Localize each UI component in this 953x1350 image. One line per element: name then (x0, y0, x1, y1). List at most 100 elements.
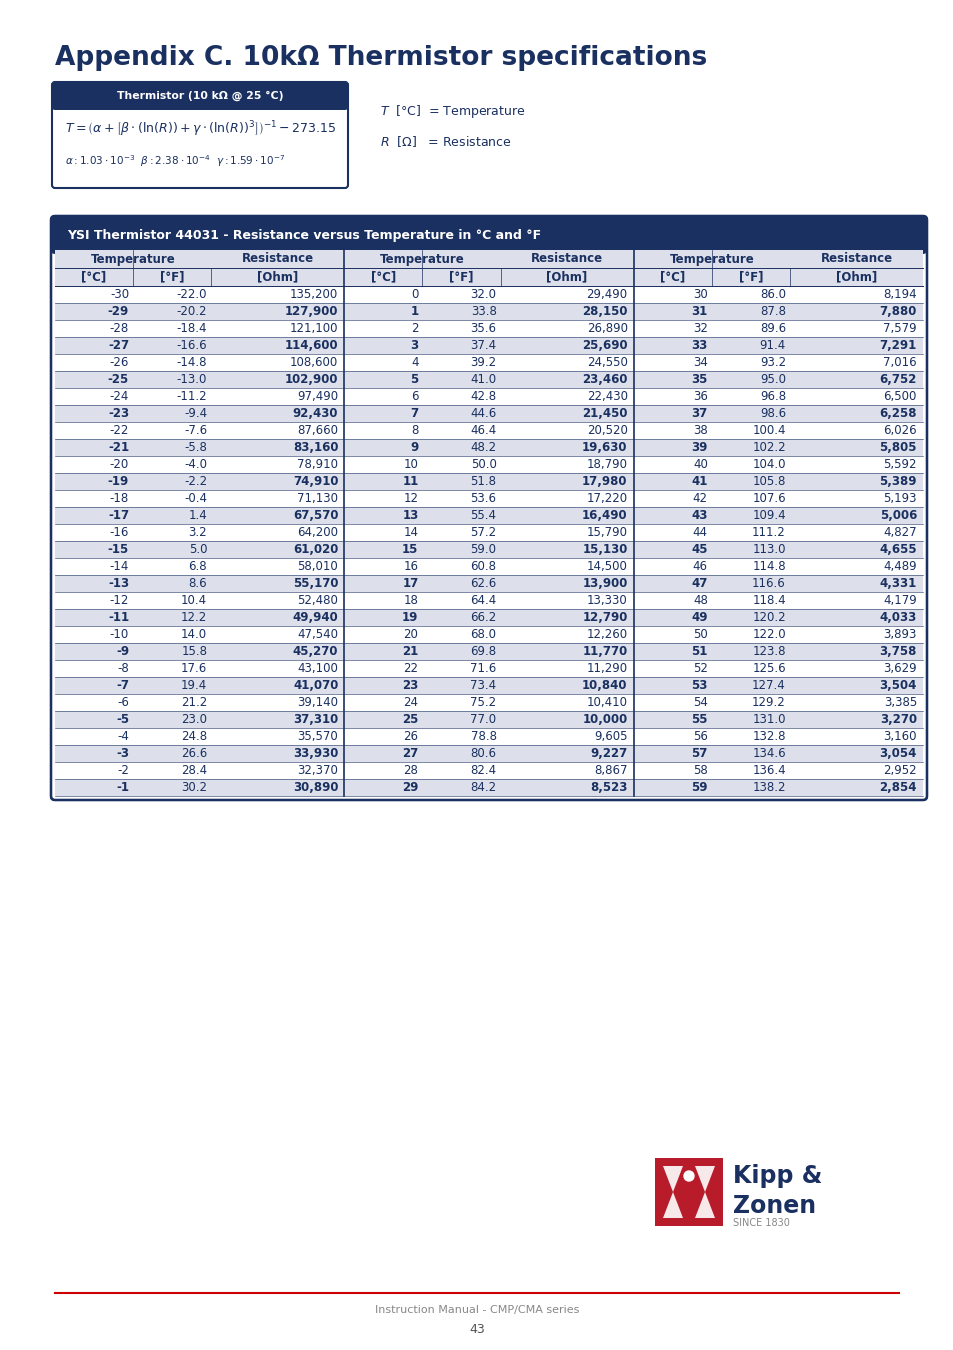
Text: 23,460: 23,460 (581, 373, 627, 386)
Text: 20: 20 (403, 628, 418, 641)
Text: 3,270: 3,270 (879, 713, 916, 726)
Text: 53: 53 (691, 679, 707, 693)
Text: 5,592: 5,592 (882, 458, 916, 471)
Text: 5.0: 5.0 (189, 543, 207, 556)
FancyBboxPatch shape (51, 216, 926, 801)
Text: 21: 21 (402, 645, 418, 657)
Text: 32,370: 32,370 (297, 764, 338, 778)
Text: 55: 55 (691, 713, 707, 726)
Text: -13: -13 (108, 576, 129, 590)
Text: 111.2: 111.2 (751, 526, 785, 539)
Text: 114.8: 114.8 (752, 560, 785, 572)
Text: 120.2: 120.2 (752, 612, 785, 624)
Text: 33.8: 33.8 (470, 305, 497, 319)
Text: 32.0: 32.0 (470, 288, 497, 301)
Text: 31: 31 (691, 305, 707, 319)
Text: 32: 32 (692, 323, 707, 335)
Text: 7,880: 7,880 (879, 305, 916, 319)
Text: 42.8: 42.8 (470, 390, 497, 404)
Text: $R$  [$\Omega$]   = Resistance: $R$ [$\Omega$] = Resistance (379, 135, 511, 150)
Text: 40: 40 (692, 458, 707, 471)
Text: 91.4: 91.4 (759, 339, 785, 352)
Bar (55, 660, 923, 676)
Text: -18: -18 (110, 491, 129, 505)
Text: 48: 48 (692, 594, 707, 608)
Text: -5: -5 (116, 713, 129, 726)
Text: 9,227: 9,227 (590, 747, 627, 760)
Text: 19: 19 (401, 612, 418, 624)
Text: 5,389: 5,389 (879, 475, 916, 487)
Text: Thermistor (10 kΩ @ 25 °C): Thermistor (10 kΩ @ 25 °C) (116, 90, 283, 101)
Text: 78,910: 78,910 (297, 458, 338, 471)
Bar (55, 302, 923, 320)
Text: 78.8: 78.8 (470, 730, 497, 742)
Text: 4,489: 4,489 (882, 560, 916, 572)
Text: 8,867: 8,867 (594, 764, 627, 778)
Text: 6,258: 6,258 (879, 406, 916, 420)
Text: 11: 11 (402, 475, 418, 487)
Text: 80.6: 80.6 (470, 747, 497, 760)
Text: 24: 24 (403, 697, 418, 709)
Text: 35,570: 35,570 (297, 730, 338, 742)
Text: 45,270: 45,270 (293, 645, 338, 657)
Text: 57.2: 57.2 (470, 526, 497, 539)
Text: -17: -17 (108, 509, 129, 522)
Text: 21,450: 21,450 (581, 406, 627, 420)
Text: 30: 30 (692, 288, 707, 301)
Text: 96.8: 96.8 (759, 390, 785, 404)
Text: Appendix C. 10kΩ Thermistor specifications: Appendix C. 10kΩ Thermistor specificatio… (55, 45, 706, 72)
Text: 56: 56 (692, 730, 707, 742)
Text: 69.8: 69.8 (470, 645, 497, 657)
Text: 136.4: 136.4 (752, 764, 785, 778)
Text: 122.0: 122.0 (752, 628, 785, 641)
Polygon shape (662, 1166, 682, 1218)
Text: 51: 51 (691, 645, 707, 657)
Text: 92,430: 92,430 (293, 406, 338, 420)
Text: 118.4: 118.4 (752, 594, 785, 608)
Text: 54: 54 (692, 697, 707, 709)
Text: 35: 35 (691, 373, 707, 386)
Bar (55, 761, 923, 779)
Text: 5,193: 5,193 (882, 491, 916, 505)
Text: [Ohm]: [Ohm] (546, 270, 587, 284)
Text: 67,570: 67,570 (293, 509, 338, 522)
Text: 71.6: 71.6 (470, 662, 497, 675)
Text: 18: 18 (403, 594, 418, 608)
Text: 86.0: 86.0 (760, 288, 785, 301)
Text: 4,827: 4,827 (882, 526, 916, 539)
Bar (55, 643, 923, 660)
Text: 18,790: 18,790 (586, 458, 627, 471)
Text: 14,500: 14,500 (586, 560, 627, 572)
Bar (55, 456, 923, 472)
Text: 59.0: 59.0 (470, 543, 497, 556)
Text: 93.2: 93.2 (759, 356, 785, 369)
Text: 9,605: 9,605 (594, 730, 627, 742)
Text: 3,893: 3,893 (882, 628, 916, 641)
Text: 113.0: 113.0 (752, 543, 785, 556)
Text: 46: 46 (692, 560, 707, 572)
Bar (55, 508, 923, 524)
Text: 64,200: 64,200 (297, 526, 338, 539)
Text: -11.2: -11.2 (176, 390, 207, 404)
Text: 77.0: 77.0 (470, 713, 497, 726)
Text: 73.4: 73.4 (470, 679, 497, 693)
Bar (55, 354, 923, 371)
Text: 62.6: 62.6 (470, 576, 497, 590)
Text: SINCE 1830: SINCE 1830 (732, 1218, 789, 1228)
Text: 34: 34 (692, 356, 707, 369)
Text: [°F]: [°F] (160, 270, 184, 284)
Text: 7: 7 (410, 406, 418, 420)
Text: 29,490: 29,490 (586, 288, 627, 301)
Text: Temperature: Temperature (91, 252, 175, 266)
Bar (55, 338, 923, 354)
Text: 13: 13 (402, 509, 418, 522)
Bar (55, 593, 923, 609)
Text: 39: 39 (691, 441, 707, 454)
Text: 10,840: 10,840 (581, 679, 627, 693)
FancyBboxPatch shape (51, 216, 926, 254)
Text: -2.2: -2.2 (184, 475, 207, 487)
Text: $T = \left(\alpha + \left[\beta \cdot (\ln(R)) + \gamma \cdot (\ln(R))^3\right]\: $T = \left(\alpha + \left[\beta \cdot (\… (65, 119, 336, 139)
Text: 8: 8 (411, 424, 418, 437)
Text: -20: -20 (110, 458, 129, 471)
FancyBboxPatch shape (52, 82, 348, 109)
